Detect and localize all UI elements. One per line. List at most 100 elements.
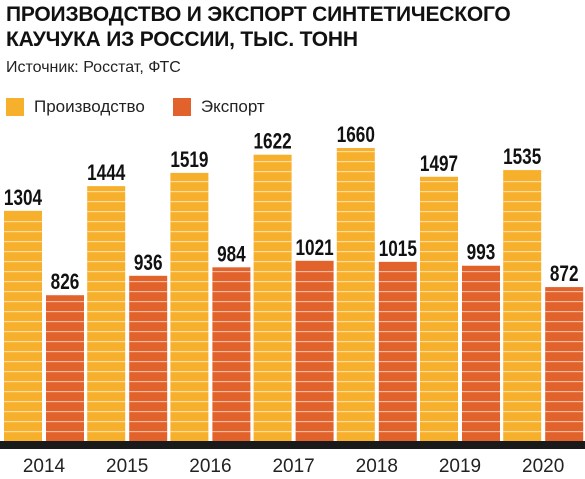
bar-stripe	[129, 301, 168, 303]
bar-fill-production-2015	[87, 186, 126, 441]
bar-stripe	[503, 261, 542, 263]
chart-title-line-1: ПРОИЗВОДСТВО И ЭКСПОРТ СИНТЕТИЧЕСКОГО	[6, 3, 511, 26]
bar-stripe	[336, 421, 375, 423]
data-label-export-2019: 993	[467, 241, 496, 266]
bar-stripe	[253, 251, 292, 253]
bar-stripe	[336, 201, 375, 203]
bar-stripe	[462, 421, 500, 423]
bar-stripe	[170, 231, 209, 233]
bar-stripe	[170, 411, 209, 413]
bar-stripe	[170, 311, 209, 313]
bar-stripe	[212, 341, 251, 343]
bar-stripe	[4, 291, 42, 293]
bar-stripe	[87, 191, 126, 193]
bar-stripe	[378, 311, 417, 313]
bar-stripe	[420, 351, 458, 353]
bar-stripe	[129, 401, 168, 403]
bar-production-2014	[4, 210, 42, 441]
bar-stripe	[170, 321, 209, 323]
bar-stripe	[462, 381, 500, 383]
bar-stripe	[212, 361, 251, 363]
bar-stripe	[336, 281, 375, 283]
data-label-production-2017: 1622	[254, 130, 292, 155]
bar-export-2015	[129, 275, 168, 441]
bar-stripe	[170, 391, 209, 393]
data-label-production-2019: 1497	[420, 152, 458, 177]
bar-stripe	[503, 251, 542, 253]
bar-stripe	[503, 211, 542, 213]
bar-stripe	[212, 391, 251, 393]
bar-stripe	[378, 271, 417, 273]
bar-fill-production-2017	[253, 154, 292, 442]
bar-fill-export-2020	[545, 287, 584, 441]
bar-stripe	[129, 281, 168, 283]
bar-production-2018	[336, 148, 375, 441]
bar-stripe	[378, 291, 417, 293]
bar-stripe	[545, 311, 584, 313]
bar-stripe	[170, 291, 209, 293]
bar-stripe	[503, 381, 542, 383]
bar-stripe	[170, 361, 209, 363]
x-tick-labels-layer: 2014 2015 2016 2017 2018 2019 2020	[23, 456, 564, 477]
bar-stripe	[378, 401, 417, 403]
bar-stripe	[4, 421, 42, 423]
bar-stripe	[129, 391, 168, 393]
bar-stripe	[503, 361, 542, 363]
bar-stripe	[46, 431, 84, 433]
chart-title-line-2: КАУЧУКА ИЗ РОССИИ, ТЫС. ТОНН	[6, 28, 358, 51]
bar-stripe	[295, 431, 334, 433]
bar-stripe	[170, 241, 209, 243]
bar-stripe	[420, 311, 458, 313]
bar-fill-export-2014	[46, 295, 84, 441]
bar-stripe	[46, 411, 84, 413]
bar-stripe	[170, 201, 209, 203]
bar-stripe	[503, 221, 542, 223]
bar-stripe	[87, 351, 126, 353]
bar-stripe	[170, 331, 209, 333]
bar-stripe	[46, 351, 84, 353]
legend: Производство Экспорт	[6, 97, 293, 117]
bar-stripe	[462, 351, 500, 353]
bar-stripe	[129, 341, 168, 343]
data-label-production-2018: 1660	[337, 123, 375, 148]
bar-stripe	[170, 351, 209, 353]
bar-export-2014	[46, 295, 84, 441]
bar-stripe	[420, 271, 458, 273]
bar-stripe	[336, 381, 375, 383]
bar-stripe	[4, 301, 42, 303]
bar-stripe	[295, 331, 334, 333]
bar-stripe	[170, 301, 209, 303]
bar-production-2020	[503, 170, 542, 441]
bar-stripe	[253, 421, 292, 423]
bar-stripe	[46, 401, 84, 403]
bar-stripe	[545, 431, 584, 433]
bar-stripe	[253, 341, 292, 343]
bar-stripe	[46, 371, 84, 373]
bar-stripe	[462, 331, 500, 333]
bar-stripe	[420, 221, 458, 223]
bar-export-2019	[462, 265, 500, 441]
bar-stripe	[378, 371, 417, 373]
bar-stripe	[420, 211, 458, 213]
bar-stripe	[378, 431, 417, 433]
bar-stripe	[503, 241, 542, 243]
bar-stripe	[503, 181, 542, 183]
bar-stripe	[253, 361, 292, 363]
bar-stripe	[129, 421, 168, 423]
x-tick-label-2015: 2015	[106, 456, 148, 477]
bar-stripe	[87, 391, 126, 393]
bar-stripe	[4, 391, 42, 393]
bar-production-2015	[87, 186, 126, 441]
bar-stripe	[462, 311, 500, 313]
bar-export-2018	[378, 261, 417, 441]
bar-stripe	[545, 321, 584, 323]
bar-stripe	[253, 261, 292, 263]
bar-stripe	[129, 331, 168, 333]
bar-stripe	[253, 281, 292, 283]
bar-stripe	[295, 371, 334, 373]
bar-stripe	[46, 311, 84, 313]
bar-stripe	[87, 201, 126, 203]
bar-stripe	[503, 411, 542, 413]
bar-stripe	[253, 401, 292, 403]
bar-stripe	[378, 411, 417, 413]
